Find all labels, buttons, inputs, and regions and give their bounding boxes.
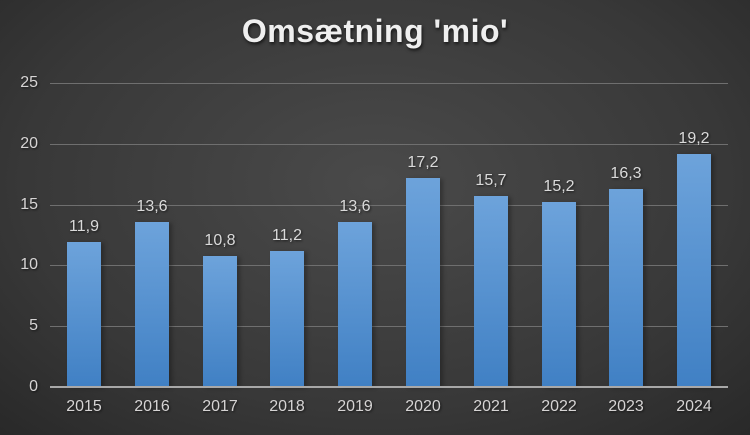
bar-2020 xyxy=(406,178,440,387)
bar-value-label: 19,2 xyxy=(678,130,710,147)
y-axis-tick-label: 15 xyxy=(20,196,38,213)
bar-value-label: 11,9 xyxy=(69,218,99,235)
bar-value-label: 17,2 xyxy=(407,154,439,171)
bar-2016 xyxy=(135,222,169,387)
x-axis-tick-label: 2023 xyxy=(608,398,644,415)
bar-value-label: 13,6 xyxy=(339,198,371,215)
gridline xyxy=(50,326,728,327)
bar-2024 xyxy=(677,154,711,387)
bar-value-label: 16,3 xyxy=(610,165,642,182)
bar-2015 xyxy=(67,242,101,387)
bar-value-label: 15,7 xyxy=(475,172,507,189)
x-axis-tick-label: 2018 xyxy=(269,398,305,415)
bar-2021 xyxy=(474,196,508,387)
gridline xyxy=(50,205,728,206)
gridline xyxy=(50,83,728,84)
x-axis-tick-label: 2016 xyxy=(134,398,170,415)
bar-value-label: 11,2 xyxy=(272,227,302,244)
x-axis-line xyxy=(50,386,728,388)
gridline xyxy=(50,144,728,145)
x-axis-tick-label: 2019 xyxy=(337,398,373,415)
bar-value-label: 13,6 xyxy=(136,198,168,215)
x-axis-tick-label: 2021 xyxy=(473,398,509,415)
chart-title: Omsætning 'mio' xyxy=(241,13,509,49)
y-axis-tick-label: 0 xyxy=(29,378,38,395)
x-axis-tick-label: 2024 xyxy=(676,398,712,415)
x-axis-tick-label: 2022 xyxy=(541,398,577,415)
gridline xyxy=(50,265,728,266)
bar-value-label: 15,2 xyxy=(543,178,575,195)
y-axis-tick-label: 5 xyxy=(29,317,38,334)
x-axis-tick-label: 2015 xyxy=(66,398,102,415)
y-axis-tick-label: 10 xyxy=(20,256,38,273)
bar-value-label: 10,8 xyxy=(204,232,236,249)
x-axis-tick-label: 2017 xyxy=(202,398,238,415)
bar-2022 xyxy=(542,202,576,387)
bar-2023 xyxy=(609,189,643,387)
bar-2018 xyxy=(270,251,304,387)
y-axis-tick-label: 20 xyxy=(20,135,38,152)
bar-2017 xyxy=(203,256,237,387)
y-axis-tick-label: 25 xyxy=(20,74,38,91)
bar-2019 xyxy=(338,222,372,387)
x-axis-tick-label: 2020 xyxy=(405,398,441,415)
